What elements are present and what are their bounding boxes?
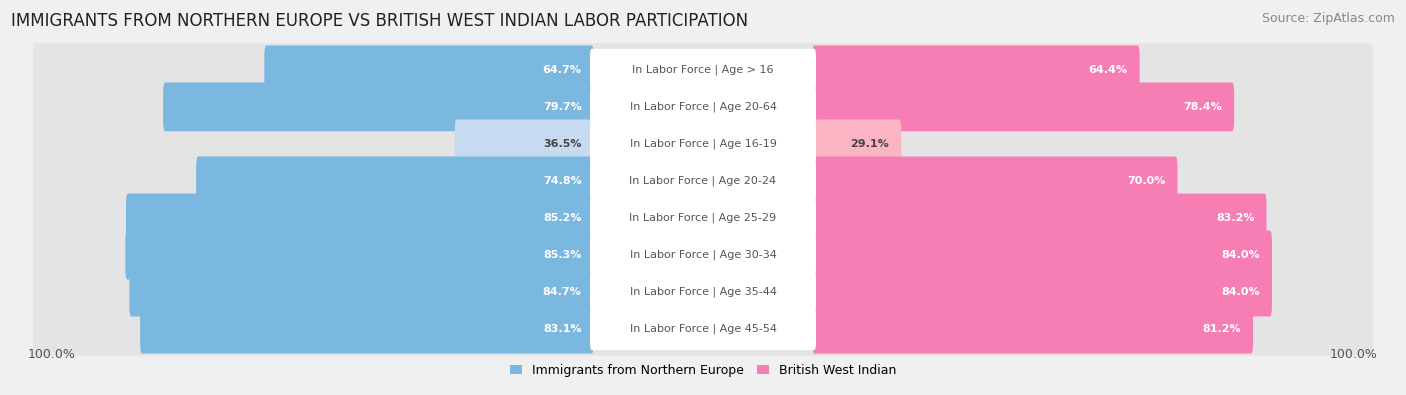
Text: 79.7%: 79.7% [543, 102, 582, 112]
FancyBboxPatch shape [813, 305, 1253, 354]
Text: 84.0%: 84.0% [1222, 287, 1260, 297]
FancyBboxPatch shape [813, 83, 1234, 131]
FancyBboxPatch shape [813, 268, 1272, 316]
Text: 29.1%: 29.1% [851, 139, 889, 149]
Text: 100.0%: 100.0% [1330, 348, 1378, 361]
FancyBboxPatch shape [591, 49, 815, 91]
FancyBboxPatch shape [141, 305, 593, 354]
Text: 78.4%: 78.4% [1184, 102, 1222, 112]
FancyBboxPatch shape [163, 83, 593, 131]
FancyBboxPatch shape [813, 45, 1140, 94]
Text: 85.2%: 85.2% [543, 213, 582, 223]
FancyBboxPatch shape [32, 303, 1374, 356]
Text: 83.2%: 83.2% [1216, 213, 1254, 223]
Text: In Labor Force | Age 30-34: In Labor Force | Age 30-34 [630, 250, 776, 260]
Text: In Labor Force | Age 20-64: In Labor Force | Age 20-64 [630, 102, 776, 112]
FancyBboxPatch shape [813, 119, 901, 168]
FancyBboxPatch shape [454, 119, 593, 168]
Text: In Labor Force | Age 16-19: In Labor Force | Age 16-19 [630, 139, 776, 149]
FancyBboxPatch shape [32, 43, 1374, 96]
Text: 81.2%: 81.2% [1202, 324, 1241, 334]
Text: 36.5%: 36.5% [543, 139, 582, 149]
FancyBboxPatch shape [197, 156, 593, 205]
FancyBboxPatch shape [264, 45, 593, 94]
FancyBboxPatch shape [32, 265, 1374, 319]
Legend: Immigrants from Northern Europe, British West Indian: Immigrants from Northern Europe, British… [509, 364, 897, 377]
FancyBboxPatch shape [32, 191, 1374, 245]
FancyBboxPatch shape [32, 117, 1374, 171]
FancyBboxPatch shape [591, 160, 815, 202]
FancyBboxPatch shape [127, 194, 593, 243]
Text: In Labor Force | Age 45-54: In Labor Force | Age 45-54 [630, 324, 776, 334]
Text: 64.4%: 64.4% [1088, 65, 1128, 75]
Text: In Labor Force | Age 35-44: In Labor Force | Age 35-44 [630, 287, 776, 297]
FancyBboxPatch shape [591, 86, 815, 128]
Text: In Labor Force | Age 20-24: In Labor Force | Age 20-24 [630, 176, 776, 186]
Text: 100.0%: 100.0% [28, 348, 76, 361]
FancyBboxPatch shape [591, 197, 815, 239]
Text: 85.3%: 85.3% [543, 250, 582, 260]
Text: In Labor Force | Age 25-29: In Labor Force | Age 25-29 [630, 213, 776, 223]
Text: 84.7%: 84.7% [543, 287, 582, 297]
FancyBboxPatch shape [591, 123, 815, 165]
Text: Source: ZipAtlas.com: Source: ZipAtlas.com [1261, 12, 1395, 25]
FancyBboxPatch shape [32, 80, 1374, 134]
Text: 74.8%: 74.8% [543, 176, 582, 186]
FancyBboxPatch shape [591, 308, 815, 350]
FancyBboxPatch shape [129, 268, 593, 316]
Text: 64.7%: 64.7% [543, 65, 582, 75]
FancyBboxPatch shape [591, 271, 815, 313]
Text: In Labor Force | Age > 16: In Labor Force | Age > 16 [633, 65, 773, 75]
FancyBboxPatch shape [591, 234, 815, 276]
FancyBboxPatch shape [813, 231, 1272, 280]
Text: 70.0%: 70.0% [1128, 176, 1166, 186]
FancyBboxPatch shape [32, 154, 1374, 208]
FancyBboxPatch shape [125, 231, 593, 280]
FancyBboxPatch shape [813, 194, 1267, 243]
Text: 83.1%: 83.1% [543, 324, 582, 334]
FancyBboxPatch shape [813, 156, 1177, 205]
FancyBboxPatch shape [32, 228, 1374, 282]
Text: IMMIGRANTS FROM NORTHERN EUROPE VS BRITISH WEST INDIAN LABOR PARTICIPATION: IMMIGRANTS FROM NORTHERN EUROPE VS BRITI… [11, 12, 748, 30]
Text: 84.0%: 84.0% [1222, 250, 1260, 260]
